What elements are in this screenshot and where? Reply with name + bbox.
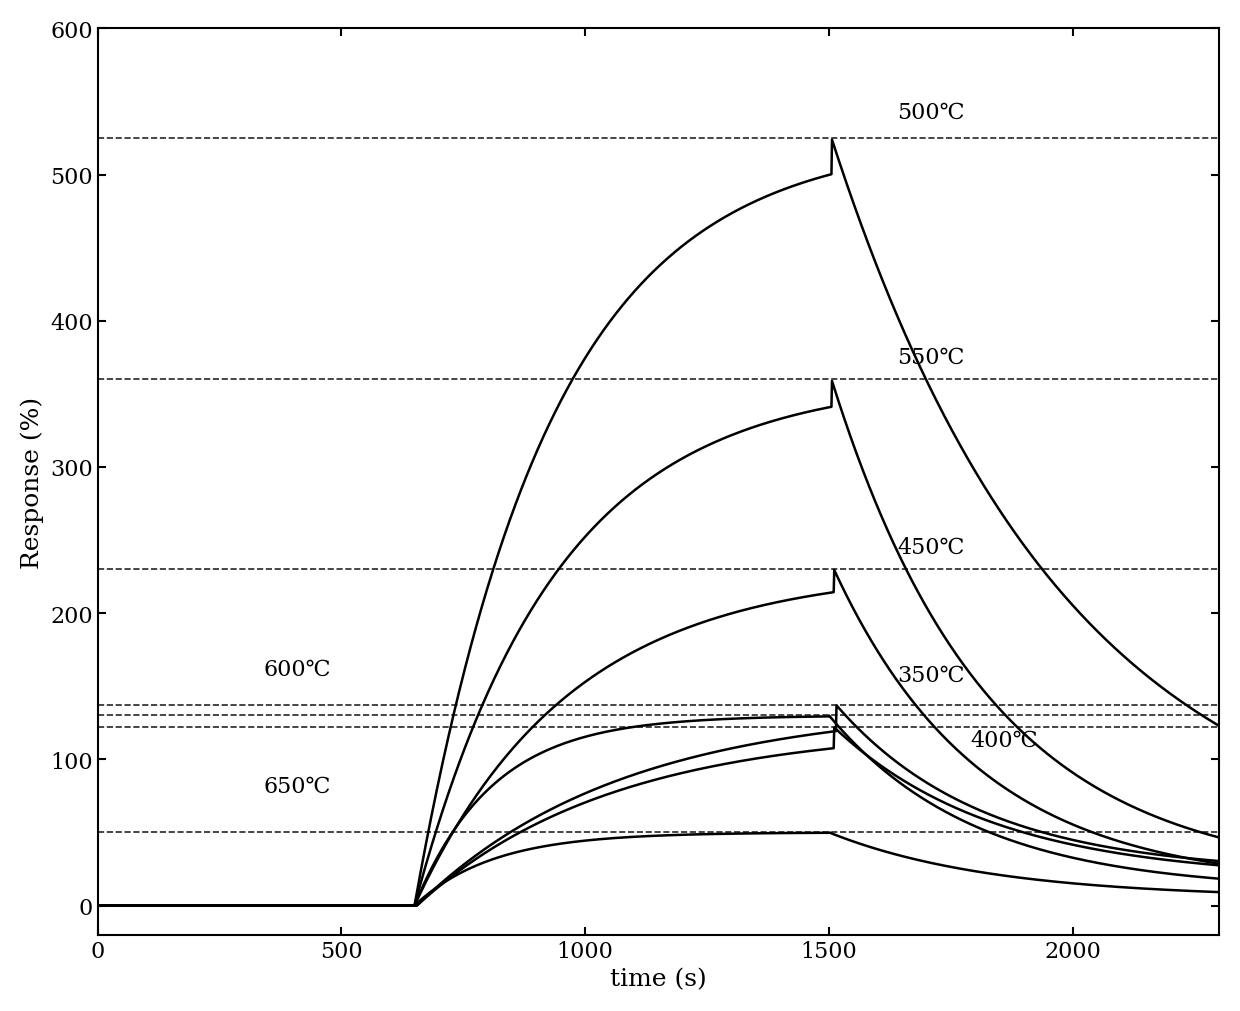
Text: 400℃: 400℃ bbox=[971, 730, 1038, 751]
Text: 500℃: 500℃ bbox=[898, 101, 965, 123]
Text: 550℃: 550℃ bbox=[898, 347, 965, 369]
Y-axis label: Response (%): Response (%) bbox=[21, 396, 45, 568]
Text: 600℃: 600℃ bbox=[263, 658, 331, 680]
Text: 450℃: 450℃ bbox=[898, 537, 965, 559]
Text: 650℃: 650℃ bbox=[263, 774, 331, 797]
Text: 350℃: 350℃ bbox=[898, 664, 965, 685]
X-axis label: time (s): time (s) bbox=[610, 968, 707, 990]
